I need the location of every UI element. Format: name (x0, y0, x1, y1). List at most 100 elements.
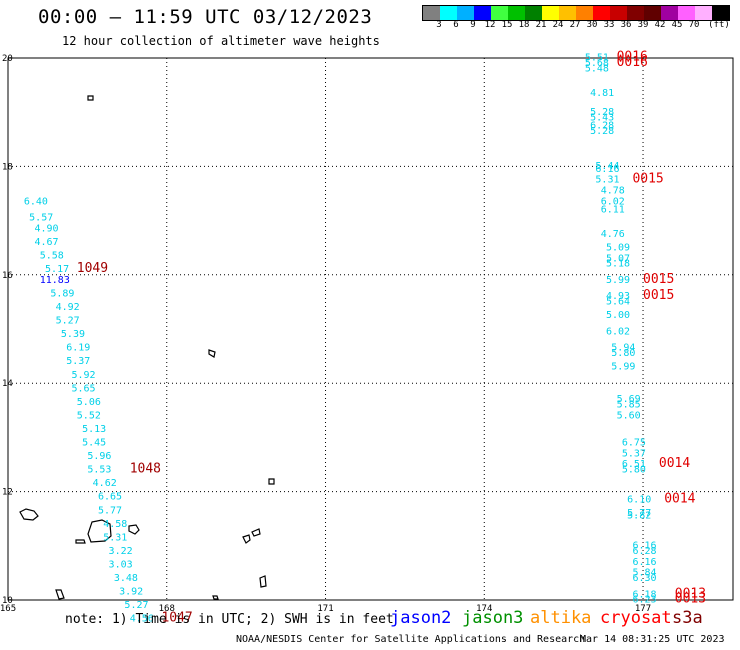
satellite-name-cryosat: cryosat (600, 608, 672, 628)
wave-height-value: 6.11 (601, 204, 625, 215)
wave-height-value: 6.28 (590, 120, 614, 131)
legend-label: 15 (501, 20, 513, 30)
wave-height-value: 6.16 (595, 164, 619, 175)
wave-height-value: 5.53 (87, 465, 111, 476)
wave-height-value: 5.89 (50, 288, 74, 299)
legend-swatch (491, 6, 508, 20)
wave-height-value: 5.77 (98, 505, 122, 516)
pass-time-label: 0015 (632, 172, 663, 187)
legend-label: (ft) (708, 20, 730, 30)
color-scale-legend (422, 5, 730, 21)
legend-swatch (695, 6, 712, 20)
wave-height-value: 6.30 (632, 573, 656, 584)
legend-swatch (678, 6, 695, 20)
wave-height-value: 5.37 (66, 356, 90, 367)
lat-tick-label: 20 (2, 54, 13, 64)
wave-height-value: 4.90 (34, 223, 58, 234)
wave-height-value: 4.78 (601, 186, 625, 197)
wave-height-value: 5.07 (606, 253, 630, 264)
pass-time-label: 1048 (130, 462, 161, 477)
island-outline (19, 508, 39, 521)
wave-height-value: 5.31 (595, 175, 619, 186)
legend-label: 9 (470, 20, 476, 30)
wave-height-value: 4.62 (93, 478, 117, 489)
legend-swatch (423, 6, 440, 20)
pass-time-label: 0016 (617, 55, 648, 70)
wave-height-value: 3.03 (109, 559, 133, 570)
wave-height-value: 5.92 (72, 370, 96, 381)
wave-height-value: 5.84 (632, 568, 656, 579)
credit-line: NOAA/NESDIS Center for Satellite Applica… (236, 634, 586, 645)
legend-label: 36 (620, 20, 632, 30)
pass-time-label: 0014 (659, 456, 690, 471)
legend-label: 45 (671, 20, 683, 30)
legend-label: 12 (484, 20, 496, 30)
satellite-name-jason3: jason3 (462, 608, 524, 628)
island-outline (242, 534, 251, 544)
wave-height-value: 5.06 (77, 397, 101, 408)
wave-height-value: 6.65 (98, 492, 122, 503)
pass-time-label: 0015 (643, 288, 674, 303)
wave-height-value: 5.77 (627, 508, 651, 519)
units-note: note: 1) Time is in UTC; 2) SWH is in fe… (65, 612, 394, 627)
island-outline (87, 95, 94, 101)
wave-height-value: 5.99 (606, 275, 630, 286)
legend-label: 27 (569, 20, 581, 30)
wave-height-value: 5.27 (124, 600, 148, 611)
island-outline (87, 519, 112, 543)
legend-swatch (508, 6, 525, 20)
satellite-name-jason2: jason2 (390, 608, 452, 628)
satellite-name-altika: altika (530, 608, 592, 628)
legend-label: 3 (436, 20, 442, 30)
wave-height-value: 5.99 (611, 362, 635, 373)
page-subtitle: 12 hour collection of altimeter wave hei… (62, 34, 380, 48)
wave-height-value: 6.51 (622, 459, 646, 470)
legend-label: 39 (637, 20, 649, 30)
pass-time-label: 1049 (77, 261, 108, 276)
wave-height-value: 5.65 (72, 383, 96, 394)
lat-tick-label: 12 (2, 488, 13, 498)
wave-height-value: 5.82 (627, 511, 651, 522)
wave-height-value: 5.96 (87, 451, 111, 462)
wave-height-value: 3.22 (109, 546, 133, 557)
wave-height-value: 3.92 (119, 587, 143, 598)
wave-height-value: 5.64 (606, 297, 630, 308)
pass-time-label: 0014 (664, 491, 695, 506)
island-outline (208, 349, 216, 358)
lon-tick-label: 174 (476, 604, 492, 614)
legend-swatch (712, 6, 729, 20)
legend-label: 21 (535, 20, 547, 30)
island-outline (128, 524, 140, 535)
pass-time-label: 0015 (643, 272, 674, 287)
wave-height-value: 5.45 (82, 438, 106, 449)
wave-height-value: 3.48 (114, 573, 138, 584)
lon-tick-label: 168 (159, 604, 175, 614)
wave-height-value: 5.00 (606, 310, 630, 321)
wave-height-value: 6.18 (632, 589, 656, 600)
lon-tick-label: 171 (317, 604, 333, 614)
legend-swatch (525, 6, 542, 20)
wave-height-value: 5.52 (77, 410, 101, 421)
lon-tick-label: 165 (0, 604, 16, 614)
wave-height-value: 6.10 (627, 494, 651, 505)
wave-height-value: 5.43 (590, 112, 614, 123)
legend-swatch (559, 6, 576, 20)
wave-height-value: 5.31 (103, 532, 127, 543)
island-outline (259, 575, 267, 588)
wave-height-value: 4.92 (56, 302, 80, 313)
wave-height-value: 5.68 (585, 58, 609, 69)
island-outline (212, 595, 219, 600)
wave-height-value: 5.51 (585, 53, 609, 64)
legend-swatch (593, 6, 610, 20)
legend-label: 6 (453, 20, 459, 30)
legend-swatch (440, 6, 457, 20)
wave-height-value: 4.93 (606, 291, 630, 302)
wave-height-value: 6.40 (24, 196, 48, 207)
satellite-name-s3a: s3a (672, 608, 703, 628)
legend-label: 70 (688, 20, 700, 30)
wave-height-value: 6.02 (606, 326, 630, 337)
legend-swatch (457, 6, 474, 20)
wave-height-value: 4.56 (130, 614, 154, 625)
island-outline (268, 478, 275, 485)
